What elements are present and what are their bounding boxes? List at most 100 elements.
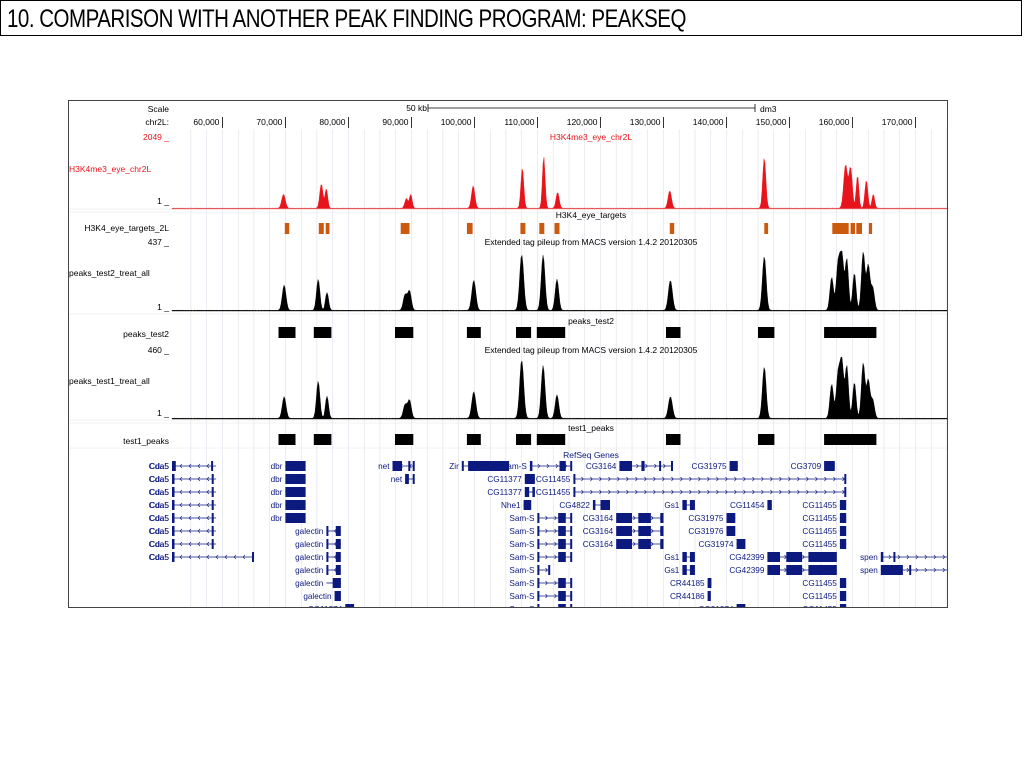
test2-max-label: 437 _ bbox=[148, 237, 170, 247]
h3k4-signal-track: 2049 _ H3K4me3_eye_chr2L 1 _ H3K4me3_eye… bbox=[69, 132, 947, 210]
strand-chevron bbox=[933, 567, 937, 573]
gene-exon-block bbox=[326, 565, 329, 575]
peak-block bbox=[278, 327, 296, 338]
h3k4-peaks bbox=[171, 157, 947, 210]
peak-block bbox=[536, 434, 566, 445]
strand-chevron bbox=[197, 463, 201, 469]
gene-exon-block bbox=[548, 565, 551, 575]
gene-label: Cda5 bbox=[149, 488, 169, 497]
gene-exon-block bbox=[211, 487, 214, 497]
gene-exon-block bbox=[285, 487, 306, 497]
slide-title-bar: 10. COMPARISON WITH ANOTHER PEAK FINDING… bbox=[0, 0, 1022, 36]
gene-label: galectin bbox=[295, 527, 324, 536]
gene-exon-block bbox=[638, 526, 651, 536]
gene-feature: Cda5 bbox=[149, 474, 217, 484]
gene-label: CG11454 bbox=[730, 501, 765, 510]
gene-label: Sam-S bbox=[509, 553, 535, 562]
slide-title: 10. COMPARISON WITH ANOTHER PEAK FINDING… bbox=[7, 5, 686, 33]
gene-exon-block bbox=[570, 539, 573, 549]
gene-exon-block bbox=[638, 539, 651, 549]
strand-chevron bbox=[924, 554, 928, 560]
eye-target-block bbox=[850, 223, 855, 234]
gene-exon-block bbox=[172, 474, 175, 484]
gene-feature: Sam-S bbox=[509, 526, 573, 536]
strand-chevron bbox=[833, 476, 836, 482]
strand-chevron bbox=[197, 515, 201, 521]
gene-exon-block bbox=[211, 539, 214, 549]
gene-exon-block bbox=[824, 461, 835, 471]
gene-exon-block bbox=[767, 500, 772, 510]
strand-chevron bbox=[224, 554, 228, 560]
strand-chevron bbox=[802, 554, 805, 560]
strand-chevron bbox=[734, 476, 737, 482]
gene-label: Cda5 bbox=[149, 527, 169, 536]
gene-label: Sam-S bbox=[509, 527, 535, 536]
strand-chevron bbox=[815, 476, 818, 482]
test1-pileup-peaks bbox=[171, 356, 947, 420]
gene-label: spen bbox=[860, 566, 878, 575]
gene-feature: galectin bbox=[295, 526, 341, 536]
refseq-side-label: Cda5 bbox=[149, 513, 170, 523]
gene-label: net bbox=[378, 462, 390, 471]
gene-label: dbr bbox=[271, 462, 283, 471]
strand-chevron bbox=[206, 489, 210, 495]
gene-label: Gs1 bbox=[664, 501, 679, 510]
gene-exon-block bbox=[616, 513, 632, 523]
gene-exon-block bbox=[412, 474, 415, 484]
gene-feature: Cda5 bbox=[149, 500, 217, 510]
strand-chevron bbox=[206, 541, 210, 547]
gene-exon-block bbox=[558, 539, 566, 549]
gene-feature: Sam-S bbox=[509, 604, 573, 607]
strand-chevron bbox=[197, 554, 201, 560]
gene-exon-block bbox=[659, 461, 662, 471]
gene-exon-block bbox=[619, 461, 632, 471]
refseq-side-label: Cda5 bbox=[149, 461, 170, 471]
strand-chevron bbox=[671, 476, 674, 482]
eye-target-block bbox=[669, 223, 675, 234]
gene-exon-block bbox=[172, 552, 175, 562]
gene-feature: CG3709 bbox=[791, 461, 835, 471]
gene-exon-block bbox=[839, 591, 847, 601]
gene-exon-block bbox=[707, 578, 712, 588]
ruler-tick-label: 110,000 bbox=[504, 117, 534, 127]
gene-label: CG42399 bbox=[729, 566, 764, 575]
gene-exon-block bbox=[537, 539, 540, 549]
peak-block bbox=[758, 327, 775, 338]
eye-targets-side-label: H3K4_eye_targets_2L bbox=[84, 223, 169, 233]
test1-min-label: 1 _ bbox=[157, 408, 169, 418]
strand-chevron bbox=[788, 476, 791, 482]
gene-label: CG4822 bbox=[559, 501, 590, 510]
h3k4-max-label: 2049 _ bbox=[143, 132, 169, 142]
strand-chevron bbox=[761, 476, 764, 482]
gene-exon-block bbox=[558, 578, 566, 588]
strand-chevron bbox=[779, 489, 782, 495]
gene-feature: net bbox=[378, 461, 415, 471]
strand-chevron bbox=[554, 528, 557, 534]
ruler-ticks: 60,000 70,000 80,000 90,000 100,000 110,000 12… bbox=[193, 117, 916, 128]
gene-label: Sam-S bbox=[509, 514, 535, 523]
strand-chevron bbox=[206, 515, 210, 521]
gene-feature: CG11455 bbox=[536, 487, 847, 497]
gene-exon-block bbox=[880, 565, 903, 575]
strand-chevron bbox=[590, 476, 593, 482]
strand-chevron bbox=[815, 489, 818, 495]
eye-target-block bbox=[554, 223, 560, 234]
gene-exon-block bbox=[570, 461, 573, 471]
gene-feature: Cda5 bbox=[149, 552, 254, 562]
gene-exon-block bbox=[405, 474, 409, 484]
gene-label: net bbox=[391, 475, 403, 484]
test2-pileup-peaks bbox=[171, 250, 947, 312]
gene-feature: CR44186 bbox=[670, 591, 711, 601]
ruler-tick-label: 120,000 bbox=[567, 117, 598, 127]
strand-chevron bbox=[645, 463, 648, 469]
strand-chevron bbox=[770, 476, 773, 482]
strand-chevron bbox=[650, 541, 654, 547]
genome-browser-svg: Scale 50 kb dm3 chr2L: 60,000 70,000 80,00… bbox=[69, 103, 947, 607]
strand-chevron bbox=[644, 476, 647, 482]
gene-feature: net bbox=[391, 474, 415, 484]
strand-chevron bbox=[632, 541, 636, 547]
ruler-tick-label: 150,000 bbox=[756, 117, 787, 127]
gene-exon-block bbox=[335, 552, 341, 562]
gene-exon-block bbox=[211, 526, 214, 536]
gene-exon-block bbox=[839, 604, 847, 607]
